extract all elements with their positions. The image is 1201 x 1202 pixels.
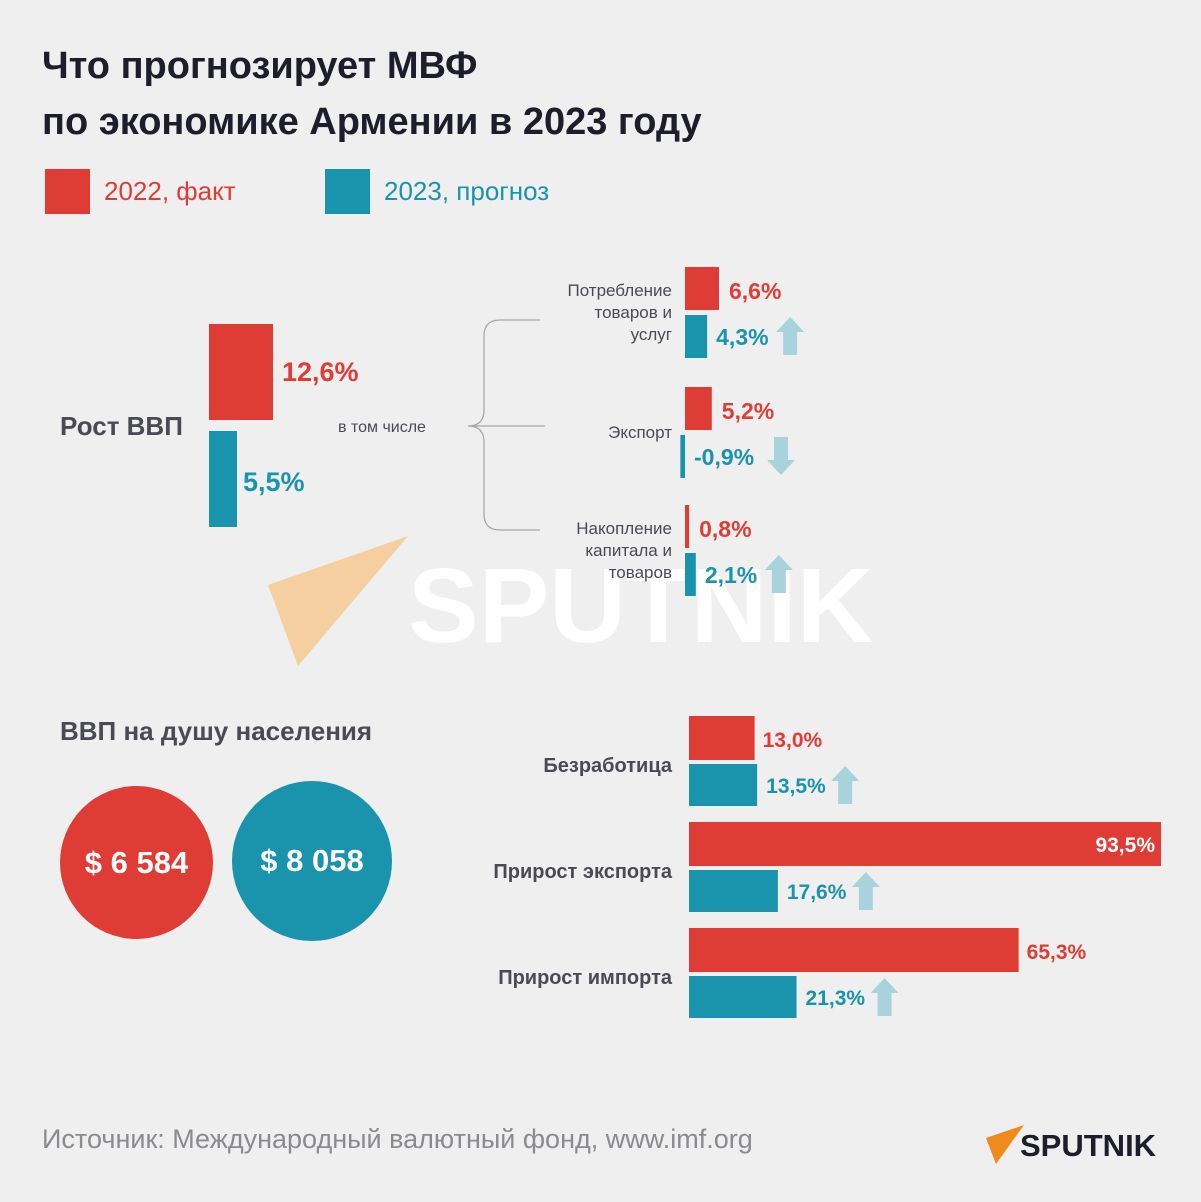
hbar-bar-2023-2 xyxy=(689,976,797,1018)
hbar-value-2023-2: 21,3% xyxy=(806,987,866,1010)
component-value-2022-2: 0,8% xyxy=(699,516,751,542)
hbar-category-label-1: Прирост экспорта xyxy=(493,861,672,883)
gdp-growth-title: Рост ВВП xyxy=(60,411,183,441)
hbar-bar-2023-0 xyxy=(689,764,758,806)
gdp-components-chart: Потребление товаров и услуг 6,6% 4,3% Экспорт… xyxy=(568,267,805,596)
component-bar-2022-2 xyxy=(685,505,690,548)
gdp-per-capita-2023-value: $ 8 058 xyxy=(260,843,364,878)
gdp-per-capita-title: ВВП на душу населения xyxy=(60,716,373,746)
legend-swatch-2022 xyxy=(45,169,90,214)
trend-arrow-up-icon xyxy=(831,766,860,804)
component-label-0-line-0: Потребление xyxy=(568,281,673,300)
component-bar-2023-1 xyxy=(680,435,685,478)
component-value-2022-0: 6,6% xyxy=(729,278,781,304)
labor-trade-chart: Безработица 13,0% 13,5% Прирост экспорта 93,… xyxy=(493,716,1161,1018)
hbar-value-2022-0: 13,0% xyxy=(763,729,823,752)
trend-arrow-up-icon xyxy=(870,978,899,1016)
watermark-text: SPUTNIK xyxy=(408,547,873,665)
component-bar-2023-2 xyxy=(685,553,696,596)
gdp-value-label-2022: 12,6% xyxy=(282,357,359,387)
component-label-1-line-0: Экспорт xyxy=(608,423,672,442)
sputnik-logo-icon xyxy=(986,1125,1024,1164)
hbar-category-label-2: Прирост импорта xyxy=(498,967,673,989)
component-value-2023-0: 4,3% xyxy=(716,324,768,350)
hbar-bar-2022-1 xyxy=(689,822,1161,866)
page-title: Что прогнозирует МВФ по экономике Армени… xyxy=(42,38,942,150)
component-label-2-line-2: товаров xyxy=(609,563,672,582)
component-bar-2023-0 xyxy=(685,315,708,358)
component-value-2022-1: 5,2% xyxy=(722,398,774,424)
component-label-0-line-2: услуг xyxy=(631,325,672,344)
sputnik-logo-text: SPUTNIK xyxy=(1020,1128,1157,1163)
watermark-triangle-icon xyxy=(268,536,408,666)
component-label-2-line-1: капитала и xyxy=(585,541,672,560)
gdp-per-capita-2023-circle: $ 8 058 xyxy=(232,781,392,941)
source-note: Источник: Международный валютный фонд, w… xyxy=(42,1124,753,1154)
gdp-bar-2022 xyxy=(209,324,273,420)
hbar-bar-2022-2 xyxy=(689,928,1019,972)
component-bar-2022-1 xyxy=(685,387,712,430)
including-note: в том числе xyxy=(338,419,426,436)
title-line-1: Что прогнозирует МВФ xyxy=(42,45,478,87)
including-brace xyxy=(467,319,545,531)
hbar-bar-2023-1 xyxy=(689,870,778,912)
trend-arrow-up-icon xyxy=(776,317,805,355)
component-value-2023-1: -0,9% xyxy=(694,444,754,470)
hbar-value-2023-0: 13,5% xyxy=(766,775,826,798)
sputnik-watermark: SPUTNIK xyxy=(268,536,873,666)
component-label-0-line-1: товаров и xyxy=(594,303,672,322)
component-bar-2022-0 xyxy=(685,267,719,310)
component-label-2-line-0: Накопление xyxy=(576,519,672,538)
legend-label-2022: 2022, факт xyxy=(104,176,236,206)
trend-arrow-up-icon xyxy=(851,872,880,910)
hbar-value-2022-2: 65,3% xyxy=(1027,941,1087,964)
component-value-2023-2: 2,1% xyxy=(705,562,757,588)
gdp-per-capita-2022-circle: $ 6 584 xyxy=(60,786,213,939)
hbar-value-2023-1: 17,6% xyxy=(787,881,847,904)
sputnik-logo: SPUTNIK xyxy=(986,1125,1157,1164)
gdp-value-label-2023: 5,5% xyxy=(243,467,305,497)
hbar-value-2022-1: 93,5% xyxy=(1095,834,1155,857)
hbar-bar-2022-0 xyxy=(689,716,755,760)
gdp-bar-2023 xyxy=(209,431,237,527)
trend-arrow-up-icon xyxy=(764,555,793,593)
title-line-2: по экономике Армении в 2023 году xyxy=(42,101,702,143)
legend-label-2023: 2023, прогноз xyxy=(384,176,550,206)
gdp-per-capita-2022-value: $ 6 584 xyxy=(84,844,189,880)
hbar-category-label-0: Безработица xyxy=(543,755,672,777)
legend-swatch-2023 xyxy=(325,169,370,214)
trend-arrow-down-icon xyxy=(767,437,795,475)
gdp-growth-chart: Рост ВВП 12,6% 5,5% в том числе xyxy=(60,319,545,531)
